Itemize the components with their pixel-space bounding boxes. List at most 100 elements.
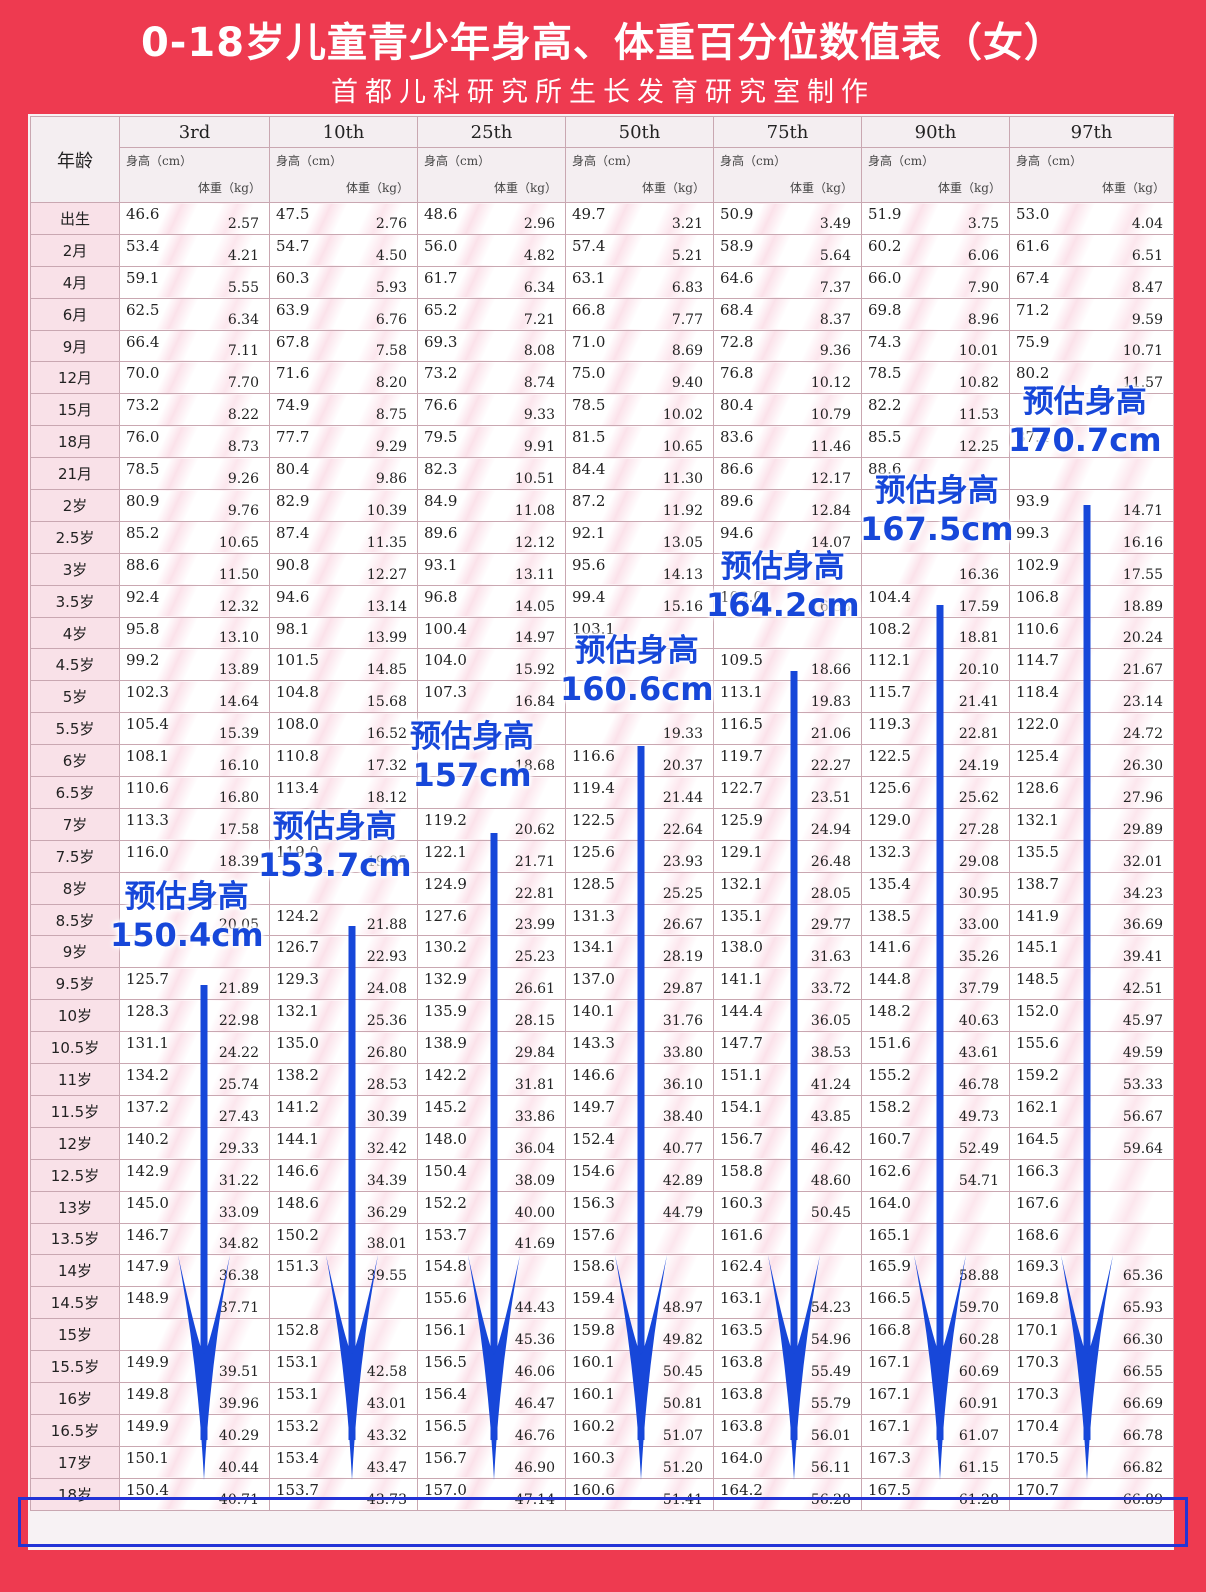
weight-value: 55.79	[810, 1395, 851, 1412]
weight-value: 15.39	[218, 726, 259, 743]
height-value: 162.4	[720, 1257, 763, 1276]
height-value: 113.1	[720, 683, 763, 702]
estimated-height-text: 预估身高	[272, 809, 397, 845]
value-cell: 77.7 9.29	[269, 425, 418, 459]
weight-value: 30.95	[958, 885, 999, 902]
table-row: 6.5岁 110.6 16.80 113.4 18.12 119.4 21.44 122.7 2…	[30, 776, 1174, 809]
weight-value: 34.39	[366, 1172, 407, 1189]
value-cell: 79.5 9.91	[417, 425, 566, 459]
weight-value: 8.08	[523, 343, 555, 360]
value-cell: 95.8 13.10	[119, 616, 270, 650]
value-cell: 66.0 7.90	[861, 265, 1010, 299]
weight-value: 6.34	[227, 311, 259, 328]
value-cell: 71.2 9.59	[1009, 297, 1174, 331]
age-cell: 15月	[30, 393, 120, 427]
value-cell: 160.3 50.45	[713, 1190, 862, 1224]
value-cell: 93.1 13.11	[417, 552, 566, 586]
value-cell: 135.0 26.80	[269, 1031, 418, 1065]
age-cell: 14.5岁	[30, 1286, 120, 1320]
estimated-height-label: 预估身高 167.5cm	[860, 472, 1014, 548]
weight-value: 43.85	[810, 1108, 851, 1125]
height-value: 126.7	[276, 938, 319, 957]
weight-value: 8.20	[375, 375, 407, 392]
height-value: 163.8	[720, 1353, 763, 1372]
height-value: 164.0	[720, 1448, 763, 1467]
weight-value: 42.51	[1122, 981, 1163, 998]
height-value: 154.8	[424, 1257, 467, 1276]
table-row: 15岁 152.8 156.1 45.36 159.8 49.82 163.5 54.96 16…	[30, 1318, 1174, 1352]
height-value: 66.4	[126, 332, 160, 351]
value-cell: 85.5 12.25	[861, 425, 1010, 459]
table-row: 10.5岁 131.1 24.22 135.0 26.80 138.9 29.84 143.3…	[30, 1031, 1174, 1065]
value-cell: 163.8 56.01	[713, 1413, 862, 1447]
value-cell: 87.4	[1009, 425, 1174, 459]
height-value: 115.7	[868, 683, 911, 702]
estimated-height-value: 153.7cm	[258, 846, 412, 884]
value-cell: 160.7 52.49	[861, 1126, 1010, 1160]
value-cell: 149.7 38.40	[565, 1094, 714, 1128]
value-cell: 87.2 11.92	[565, 489, 714, 522]
value-cell: 170.4 66.78	[1009, 1413, 1174, 1447]
weight-value: 8.22	[227, 407, 259, 424]
weight-value: 66.30	[1122, 1332, 1163, 1349]
estimated-height-value: 150.4cm	[110, 916, 264, 954]
height-value: 150.4	[424, 1161, 467, 1180]
table-row: 12岁 140.2 29.33 144.1 32.42 148.0 36.04 152.4 40…	[30, 1126, 1174, 1160]
estimated-height-label: 预估身高 153.7cm	[258, 808, 412, 884]
weight-value: 21.89	[218, 981, 259, 998]
value-cell: 163.8 55.49	[713, 1350, 862, 1383]
height-value: 85.2	[126, 523, 160, 542]
weight-value: 9.86	[375, 471, 407, 488]
estimated-height-text: 预估身高	[720, 549, 845, 585]
height-value: 164.2	[720, 1480, 763, 1499]
table-row: 13岁 145.0 33.09 148.6 36.29 152.2 40.00 156.3 44…	[30, 1190, 1174, 1224]
table-row: 11.5岁 137.2 27.43 141.2 30.39 145.2 33.86 149.7…	[30, 1094, 1174, 1128]
weight-value: 31.76	[662, 1013, 703, 1030]
estimated-height-value: 160.6cm	[560, 670, 714, 708]
age-cell: 3岁	[30, 552, 120, 586]
height-value: 169.8	[1016, 1289, 1059, 1308]
weight-value: 6.34	[523, 279, 555, 296]
weight-value: 22.27	[810, 758, 851, 775]
weight-value: 12.27	[366, 566, 407, 583]
weight-value: 54.71	[958, 1172, 999, 1189]
weight-value: 33.80	[662, 1045, 703, 1062]
page-title: 0-18岁儿童青少年身高、体重百分位数值表（女）	[140, 20, 1066, 66]
value-cell: 58.9 5.64	[713, 233, 862, 267]
height-value: 62.5	[126, 300, 160, 319]
height-value: 152.0	[1016, 1002, 1059, 1021]
estimated-height-label: 预估身高 170.7cm	[1008, 383, 1162, 459]
value-cell: 100.4 14.97	[417, 616, 566, 650]
height-value: 78.5	[868, 364, 902, 383]
value-cell: 82.9 10.39	[269, 489, 418, 522]
height-value: 84.9	[424, 492, 458, 511]
height-value: 63.1	[572, 268, 606, 287]
weight-value: 31.22	[218, 1172, 259, 1189]
value-cell: 103.1	[565, 616, 714, 650]
value-cell: 154.8	[417, 1254, 566, 1288]
weight-value: 10.71	[1122, 343, 1163, 360]
weight-value: 53.33	[1122, 1076, 1163, 1093]
value-cell: 165.1	[861, 1222, 1010, 1256]
height-value: 80.9	[126, 492, 160, 511]
value-cell: 170.3 66.55	[1009, 1350, 1174, 1383]
value-cell: 148.5 42.51	[1009, 967, 1174, 1001]
weight-value: 8.47	[1131, 279, 1163, 296]
value-cell: 94.6 13.14	[269, 584, 418, 618]
table-row: 11岁 134.2 25.74 138.2 28.53 142.2 31.81 146.6 36…	[30, 1063, 1174, 1096]
height-value: 57.4	[572, 236, 606, 255]
height-value: 69.3	[424, 332, 458, 351]
value-cell: 137.0 29.87	[565, 967, 714, 1001]
height-value: 89.6	[720, 492, 754, 511]
unit-header-row: 身高（cm） 体重（kg） 身高（cm） 体重（kg） 身高（cm） 体重（kg） 身高（c…	[31, 147, 1174, 203]
height-value: 119.7	[720, 747, 763, 766]
weight-value: 11.46	[810, 439, 851, 456]
value-cell: 138.2 28.53	[269, 1063, 418, 1096]
weight-value: 25.36	[366, 1013, 407, 1030]
weight-value: 21.67	[1122, 662, 1163, 679]
weight-value: 3.49	[819, 215, 851, 232]
height-value: 75.0	[572, 364, 606, 383]
weight-value: 15.16	[662, 598, 703, 615]
weight-value: 43.61	[958, 1045, 999, 1062]
value-cell: 63.1 6.83	[565, 265, 714, 299]
